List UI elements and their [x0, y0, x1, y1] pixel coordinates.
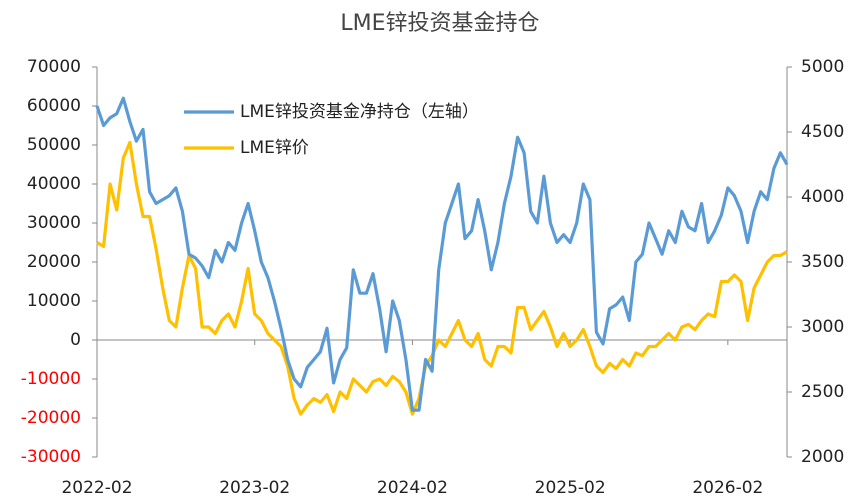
y-tick-label: 20000 — [27, 252, 81, 272]
series-line — [95, 96, 789, 412]
y2-tick-label: 2000 — [801, 447, 844, 467]
legend-label: LME锌价 — [240, 138, 309, 158]
y-tick-label: 60000 — [27, 96, 81, 116]
y-tick-label: 30000 — [27, 213, 81, 233]
y2-tick-label: 2500 — [801, 382, 844, 402]
chart-title: LME锌投资基金持仓 — [340, 11, 539, 36]
y-tick-label: -20000 — [21, 408, 81, 428]
y2-tick-label: 5000 — [801, 57, 844, 77]
y-tick-label: 70000 — [27, 57, 81, 77]
y2-tick-label: 4500 — [801, 122, 844, 142]
y-tick-label: -30000 — [21, 447, 81, 467]
x-tick-label: 2025-02 — [535, 478, 606, 498]
y2-tick-label: 4000 — [801, 187, 844, 207]
x-tick-label: 2024-02 — [377, 478, 448, 498]
series-line — [96, 140, 788, 416]
y-tick-label: 50000 — [27, 135, 81, 155]
y-tick-label: 10000 — [27, 291, 81, 311]
y-tick-label: 40000 — [27, 174, 81, 194]
y-tick-label: 0 — [70, 330, 81, 350]
y2-tick-label: 3500 — [801, 252, 844, 272]
y-tick-label: -10000 — [21, 369, 81, 389]
x-tick-label: 2026-02 — [692, 478, 763, 498]
y2-tick-label: 3000 — [801, 317, 844, 337]
legend-label: LME锌投资基金净持仓（左轴） — [240, 102, 479, 122]
x-tick-label: 2022-02 — [61, 478, 132, 498]
x-tick-label: 2023-02 — [219, 478, 290, 498]
